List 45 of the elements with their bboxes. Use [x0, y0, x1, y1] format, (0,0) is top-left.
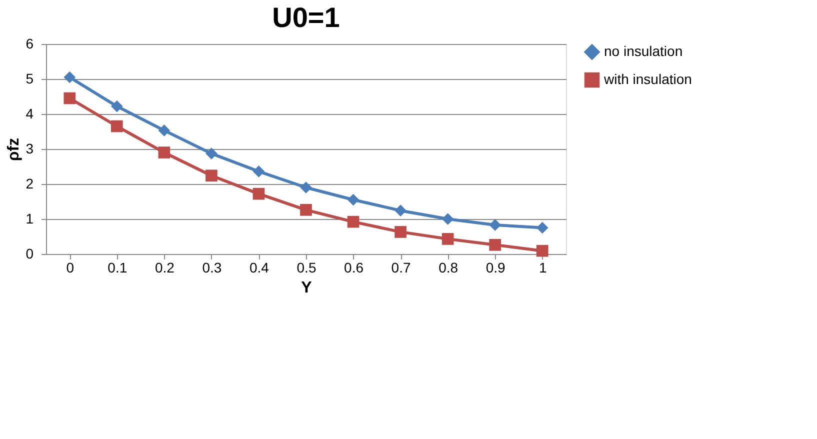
point — [110, 120, 123, 132]
point — [158, 146, 170, 158]
point — [206, 148, 218, 160]
x-tick-label: 0.9 — [486, 260, 506, 276]
point — [300, 182, 312, 194]
y-tick-label: 6 — [26, 36, 34, 52]
x-tick-label: 0.2 — [154, 260, 175, 276]
y-tick-label: 5 — [26, 70, 34, 86]
point — [489, 238, 502, 251]
y-tick-label: 2 — [26, 176, 34, 192]
x-axis-title: Y — [301, 280, 312, 296]
point — [536, 222, 548, 234]
y-tick-label: 4 — [26, 106, 34, 122]
y-tick-label: 3 — [26, 140, 34, 156]
x-tick-label: 0.3 — [202, 260, 222, 276]
x-tick-label: 0.1 — [108, 260, 128, 276]
y-tick-label: 0 — [26, 246, 34, 262]
point — [206, 170, 218, 182]
point — [158, 124, 170, 136]
point — [489, 219, 502, 231]
point — [536, 244, 548, 257]
y-tick-label: 1 — [26, 210, 34, 226]
legend-label: no insulation — [604, 43, 683, 59]
point — [252, 188, 265, 200]
point — [442, 213, 454, 225]
legend-label: with insulation — [603, 71, 692, 87]
x-tick-label: 0.4 — [249, 260, 270, 276]
point — [64, 71, 76, 84]
point — [347, 194, 360, 206]
point — [64, 92, 76, 104]
point — [110, 100, 123, 112]
x-tick-label: 0.5 — [296, 260, 316, 276]
point — [300, 204, 312, 216]
x-tick-label: 1 — [538, 260, 547, 276]
x-tick-label: 0 — [66, 260, 74, 276]
point — [394, 204, 406, 217]
x-tick-label: 0.8 — [438, 260, 458, 276]
point — [442, 233, 454, 245]
point — [252, 165, 265, 178]
x-tick-label: 0.6 — [344, 260, 364, 276]
chart-title: U0=1 — [272, 2, 340, 33]
point — [394, 226, 406, 238]
x-tick-label: 0.7 — [391, 260, 411, 276]
point — [347, 216, 360, 228]
y-axis-title: ρfz — [6, 138, 23, 162]
